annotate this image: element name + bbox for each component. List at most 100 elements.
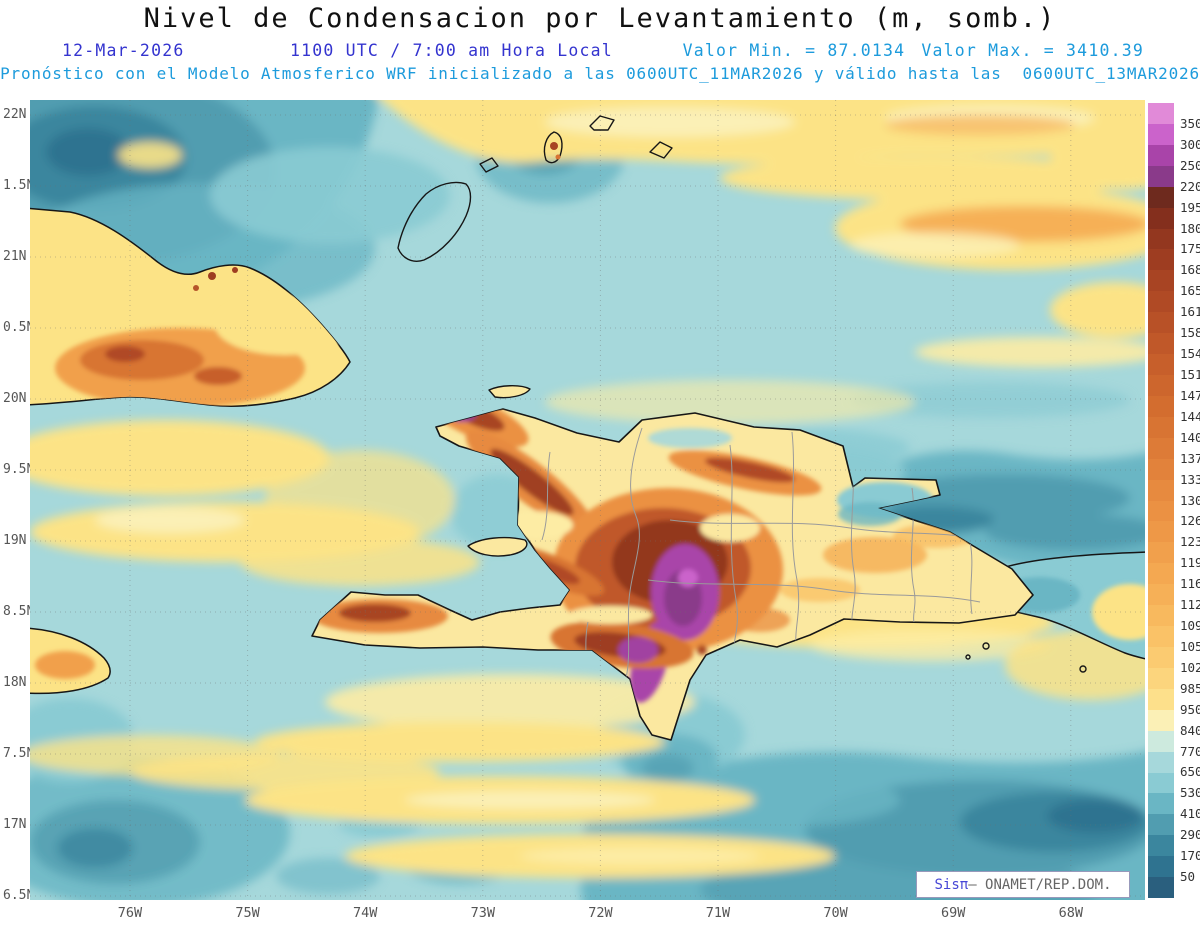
colorbar-segment bbox=[1148, 291, 1174, 313]
colorbar-tick-label: 840 bbox=[1180, 722, 1200, 738]
sispi-logo: Sisπ bbox=[934, 876, 969, 893]
colorbar-tick-label: 410 bbox=[1180, 806, 1200, 822]
colorbar-segment bbox=[1148, 103, 1174, 124]
colorbar-tick-label: 290 bbox=[1180, 827, 1200, 843]
map-canvas bbox=[30, 100, 1145, 900]
run-time: 1100 UTC / 7:00 am Hora Local bbox=[290, 41, 613, 60]
offshore-islands bbox=[397, 115, 1087, 673]
lon-tick-label: 72W bbox=[588, 905, 613, 921]
lat-tick-label: 17N bbox=[3, 817, 27, 832]
colorbar-segment bbox=[1148, 123, 1174, 145]
colorbar-tick-label: 2500 bbox=[1180, 157, 1200, 173]
colorbar-segment bbox=[1148, 772, 1174, 794]
colorbar-segment bbox=[1148, 877, 1174, 899]
colorbar-tick-label: 1265 bbox=[1180, 513, 1200, 529]
lat-tick-label: 1.5N bbox=[3, 178, 30, 193]
colorbar-tick-label: 1300 bbox=[1180, 492, 1200, 508]
colorbar-tick-label: 3500 bbox=[1180, 115, 1200, 131]
min-max-values: Valor Min. = 87.0134 Valor Max. = 3410.39 bbox=[683, 41, 1144, 60]
colorbar-tick-label: 1335 bbox=[1180, 471, 1200, 487]
colorbar-tick-label: 1545 bbox=[1180, 346, 1200, 362]
colorbar-tick-label: 1685 bbox=[1180, 262, 1200, 278]
colorbar-tick-label: 650 bbox=[1180, 764, 1200, 780]
colorbar-segment bbox=[1148, 584, 1174, 606]
colorbar-tick-label: 1020 bbox=[1180, 659, 1200, 675]
colorbar-tick-label: 1750 bbox=[1180, 241, 1200, 257]
colorbar-segment bbox=[1148, 416, 1174, 438]
colorbar-segment bbox=[1148, 374, 1174, 396]
lat-tick-label: 6.5N bbox=[3, 888, 30, 903]
run-date: 12-Mar-2026 bbox=[62, 41, 185, 60]
lon-tick-label: 68W bbox=[1058, 905, 1083, 921]
jamaica-landmass bbox=[30, 627, 111, 695]
colorbar-segment bbox=[1148, 793, 1174, 815]
colorbar-tick-label: 1125 bbox=[1180, 597, 1200, 613]
value-max-label: Valor Max. = 3410.39 bbox=[921, 41, 1144, 60]
lat-tick-label: 8.5N bbox=[3, 604, 30, 619]
colorbar-tick-label: 2200 bbox=[1180, 178, 1200, 194]
header-line-datetime: 12-Mar-2026 1100 UTC / 7:00 am Hora Loca… bbox=[0, 41, 1200, 61]
colorbar-segment bbox=[1148, 605, 1174, 627]
lat-axis: 22N 1.5N 21N 0.5N 20N 9.5N 19N 8.5N 18N 7.5N 17N 6.… bbox=[0, 0, 30, 927]
lon-tick-label: 75W bbox=[235, 905, 260, 921]
lat-tick-label: 0.5N bbox=[3, 320, 30, 335]
lon-tick-label: 70W bbox=[823, 905, 848, 921]
colorbar-segment bbox=[1148, 165, 1174, 187]
colorbar-tick-label: 950 bbox=[1180, 701, 1200, 717]
colorbar-tick-label: 1580 bbox=[1180, 325, 1200, 341]
colorbar-segment bbox=[1148, 270, 1174, 292]
lat-tick-label: 21N bbox=[3, 249, 27, 264]
colorbar-segment bbox=[1148, 563, 1174, 585]
colorbar-tick-label: 1160 bbox=[1180, 576, 1200, 592]
colorbar-segment bbox=[1148, 228, 1174, 250]
colorbar-segment bbox=[1148, 144, 1174, 166]
lat-tick-label: 9.5N bbox=[3, 462, 30, 477]
colorbar-tick-label: 3000 bbox=[1180, 136, 1200, 152]
colorbar-segment bbox=[1148, 688, 1174, 710]
colorbar-segment bbox=[1148, 249, 1174, 271]
colorbar-segment bbox=[1148, 751, 1174, 773]
watermark-box: Sisπ – ONAMET/REP.DOM. bbox=[916, 871, 1130, 898]
colorbar-segment bbox=[1148, 458, 1174, 480]
colorbar-tick-label: 1370 bbox=[1180, 450, 1200, 466]
colorbar-segment bbox=[1148, 186, 1174, 208]
lon-tick-label: 74W bbox=[352, 905, 378, 921]
colorbar-segment bbox=[1148, 667, 1174, 689]
colorbar-segment bbox=[1148, 814, 1174, 836]
colorbar-tick-label: 1405 bbox=[1180, 429, 1200, 445]
lon-tick-label: 71W bbox=[705, 905, 731, 921]
forecast-line: Pronóstico con el Modelo Atmosferico WRF… bbox=[0, 64, 1200, 83]
colorbar-tick-label: 1440 bbox=[1180, 408, 1200, 424]
value-min-label: Valor Min. = 87.0134 bbox=[682, 41, 906, 60]
colorbar-segment bbox=[1148, 709, 1174, 731]
lat-tick-label: 7.5N bbox=[3, 746, 30, 761]
colorbar-segment bbox=[1148, 835, 1174, 857]
colorbar-segment bbox=[1148, 856, 1174, 878]
lat-tick-label: 22N bbox=[3, 107, 27, 122]
colorbar-segment bbox=[1148, 521, 1174, 543]
colorbar-tick-label: 1055 bbox=[1180, 638, 1200, 654]
lon-tick-label: 73W bbox=[470, 905, 495, 921]
colorbar-segment bbox=[1148, 479, 1174, 501]
colorbar-segment bbox=[1148, 207, 1174, 229]
lon-tick-label: 76W bbox=[117, 905, 143, 921]
colorbar-segment bbox=[1148, 646, 1174, 668]
colorbar-segment bbox=[1148, 542, 1174, 564]
lat-tick-label: 18N bbox=[3, 675, 27, 690]
lon-axis: 76W 75W 74W 73W 72W 71W 70W 69W 68W bbox=[0, 905, 1200, 923]
colorbar-tick-label: 170 bbox=[1180, 848, 1200, 864]
grid-lines bbox=[30, 100, 1145, 900]
colorbar-tick-label: 50 bbox=[1180, 869, 1196, 885]
watermark-org: – ONAMET/REP.DOM. bbox=[968, 876, 1112, 893]
colorbar bbox=[1148, 103, 1174, 899]
colorbar-tick-label: 1475 bbox=[1180, 387, 1200, 403]
lat-tick-label: 19N bbox=[3, 533, 27, 548]
colorbar-segment bbox=[1148, 626, 1174, 647]
colorbar-tick-label: 1230 bbox=[1180, 534, 1200, 550]
colorbar-tick-label: 1090 bbox=[1180, 618, 1200, 634]
colorbar-tick-label: 770 bbox=[1180, 743, 1200, 759]
colorbar-tick-label: 985 bbox=[1180, 680, 1200, 696]
colorbar-tick-label: 1195 bbox=[1180, 555, 1200, 571]
colorbar-tick-label: 1800 bbox=[1180, 220, 1200, 236]
